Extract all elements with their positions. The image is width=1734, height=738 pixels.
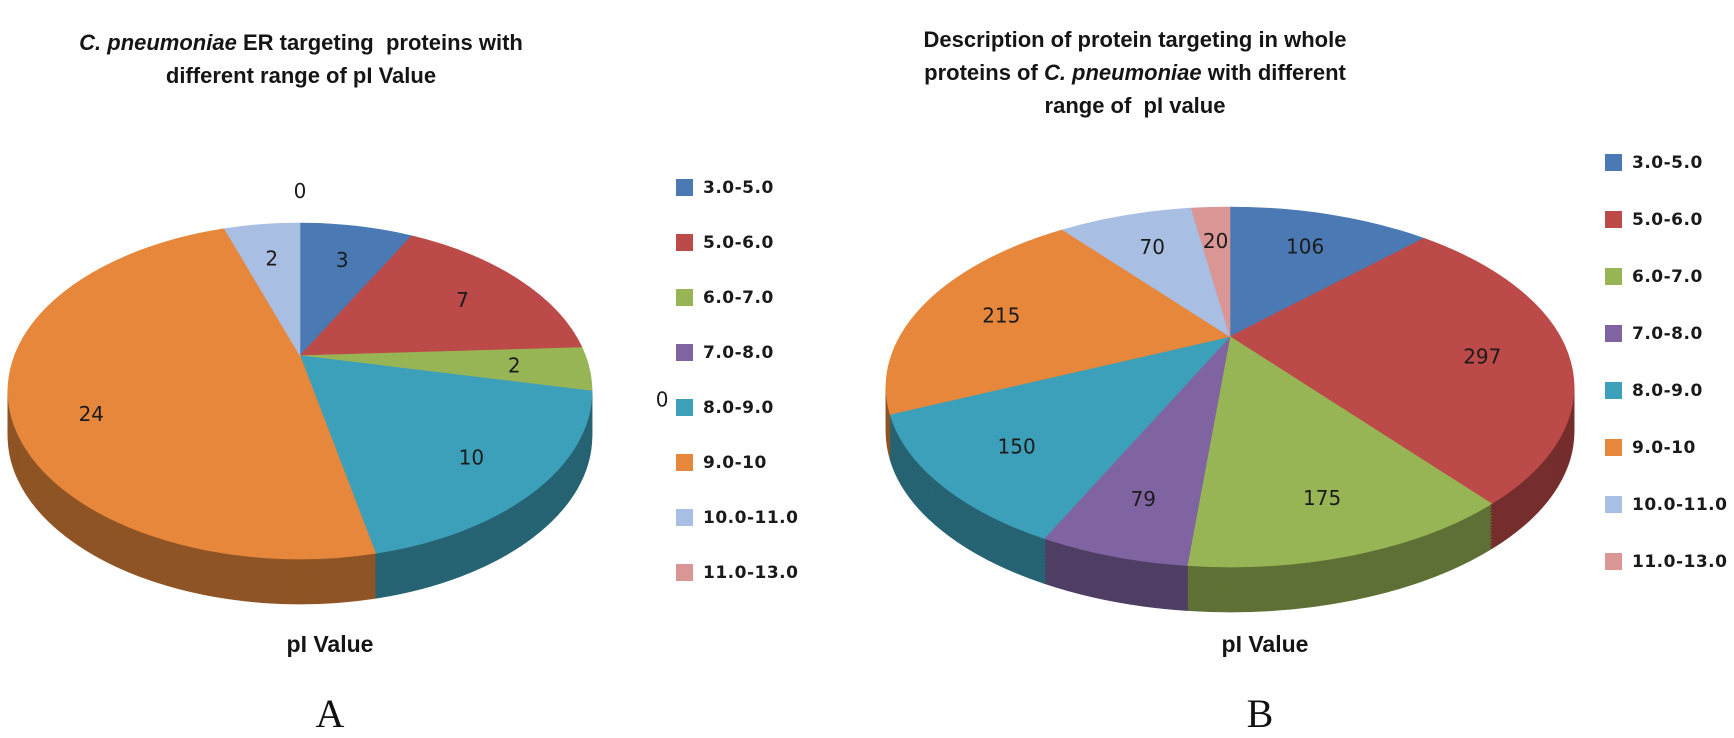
pie-slice-8.0-9.0	[299, 355, 593, 554]
pie-chart-a: 3 7 2 0 10 24 2 0	[7, 179, 669, 605]
legend-swatch-icon	[1605, 439, 1622, 456]
slice-label-8.0-9.0: 150	[998, 435, 1036, 459]
legend-label: 11.0-13.0	[1632, 551, 1728, 572]
legend-item-7.0-8.0: 7.0-8.0	[676, 325, 798, 380]
legend-item-6.0-7.0: 6.0-7.0	[1605, 248, 1727, 305]
pie-slice-9.0-10	[7, 228, 377, 560]
legend-item-8.0-9.0: 8.0-9.0	[676, 380, 798, 435]
axis-label-a: pI Value	[286, 631, 374, 657]
slice-label-7.0-8.0: 79	[1131, 487, 1156, 511]
chart-title-line: proteins of C. pneumoniae with different	[924, 60, 1346, 86]
slice-label-11.0-13.0: 0	[294, 179, 307, 203]
legend-label: 5.0-6.0	[703, 232, 774, 253]
legend-label: 3.0-5.0	[703, 177, 774, 198]
legend-item-9.0-10: 9.0-10	[676, 435, 798, 490]
legend-swatch-icon	[1605, 211, 1622, 228]
chart-title-line: range of pI value	[1044, 93, 1226, 119]
legend-label: 9.0-10	[703, 452, 767, 473]
chart-b-title: Description of protein targeting in whol…	[848, 23, 1422, 122]
pie-slice-3.0-5.0	[299, 222, 413, 357]
legend-item-10.0-11.0: 10.0-11.0	[676, 490, 798, 545]
legend-swatch-icon	[676, 399, 693, 416]
legend-swatch-icon	[1605, 553, 1622, 570]
slice-label-3.0-5.0: 3	[336, 248, 349, 272]
legend-label: 7.0-8.0	[703, 342, 774, 363]
legend-swatch-icon	[676, 454, 693, 471]
slice-label-8.0-9.0: 10	[459, 446, 484, 470]
pie-chart-b: 106 297 175 79 150 215 70 20	[885, 206, 1575, 613]
legend-swatch-icon	[676, 344, 693, 361]
figure-caption-letter-b: B	[1246, 691, 1274, 736]
legend-label: 6.0-7.0	[703, 287, 774, 308]
legend-label: 8.0-9.0	[1632, 380, 1703, 401]
slice-label-9.0-10: 215	[982, 303, 1020, 327]
legend-swatch-icon	[1605, 154, 1622, 171]
legend-item-10.0-11.0: 10.0-11.0	[1605, 476, 1727, 533]
legend-item-3.0-5.0: 3.0-5.0	[1605, 134, 1727, 191]
slice-label-9.0-10: 24	[79, 402, 104, 426]
legend-label: 3.0-5.0	[1632, 152, 1703, 173]
pie-slice-10.0-11.0	[1061, 207, 1231, 338]
slice-label-7.0-8.0: 0	[656, 388, 669, 412]
slice-label-11.0-13.0: 20	[1203, 229, 1228, 253]
legend-item-8.0-9.0: 8.0-9.0	[1605, 362, 1727, 419]
legend-swatch-icon	[676, 179, 693, 196]
legend-label: 10.0-11.0	[703, 507, 799, 528]
legend-label: 8.0-9.0	[703, 397, 774, 418]
pie-slice-7.0-8.0	[1043, 335, 1231, 566]
legend-a: 3.0-5.0 5.0-6.0 6.0-7.0 7.0-8.0 8.0-9.0 9.0-1…	[676, 160, 798, 600]
legend-swatch-icon	[676, 289, 693, 306]
legend-item-5.0-6.0: 5.0-6.0	[1605, 191, 1727, 248]
slice-label-5.0-6.0: 297	[1463, 344, 1501, 368]
legend-item-9.0-10: 9.0-10	[1605, 419, 1727, 476]
legend-label: 9.0-10	[1632, 437, 1696, 458]
pie-slice-6.0-7.0	[1186, 336, 1493, 568]
legend-item-3.0-5.0: 3.0-5.0	[676, 160, 798, 215]
legend-swatch-icon	[676, 509, 693, 526]
legend-label: 7.0-8.0	[1632, 323, 1703, 344]
legend-item-11.0-13.0: 11.0-13.0	[1605, 533, 1727, 590]
figure-caption-letter-a: A	[315, 691, 345, 736]
chart-a-title: C. pneumoniae ER targeting proteins with…	[18, 26, 584, 92]
legend-swatch-icon	[1605, 496, 1622, 513]
legend-swatch-icon	[676, 564, 693, 581]
pie-slice-9.0-10	[885, 229, 1231, 415]
slice-label-10.0-11.0: 70	[1139, 235, 1164, 259]
legend-label: 11.0-13.0	[703, 562, 799, 583]
slice-label-6.0-7.0: 2	[508, 354, 521, 378]
legend-b: 3.0-5.0 5.0-6.0 6.0-7.0 7.0-8.0 8.0-9.0 9.0-1…	[1605, 134, 1727, 590]
slice-label-5.0-6.0: 7	[456, 288, 469, 312]
legend-swatch-icon	[1605, 382, 1622, 399]
pie-slice-5.0-6.0	[299, 235, 583, 357]
legend-label: 10.0-11.0	[1632, 494, 1728, 515]
slice-label-3.0-5.0: 106	[1286, 235, 1324, 259]
legend-item-5.0-6.0: 5.0-6.0	[676, 215, 798, 270]
pie-slice-5.0-6.0	[1229, 237, 1575, 505]
axis-label-b: pI Value	[1221, 631, 1309, 657]
pie-slice-10.0-11.0	[223, 222, 301, 357]
legend-item-11.0-13.0: 11.0-13.0	[676, 545, 798, 600]
legend-swatch-icon	[1605, 268, 1622, 285]
legend-swatch-icon	[676, 234, 693, 251]
legend-swatch-icon	[1605, 325, 1622, 342]
legend-item-6.0-7.0: 6.0-7.0	[676, 270, 798, 325]
legend-item-7.0-8.0: 7.0-8.0	[1605, 305, 1727, 362]
legend-label: 6.0-7.0	[1632, 266, 1703, 287]
chart-title-line: Description of protein targeting in whol…	[923, 27, 1347, 53]
slice-label-10.0-11.0: 2	[265, 247, 278, 271]
chart-title-line: C. pneumoniae ER targeting proteins with	[79, 30, 523, 56]
pie-slice-8.0-9.0	[889, 336, 1231, 539]
chart-title-line: different range of pI Value	[165, 63, 437, 89]
pie-slice-3.0-5.0	[1229, 206, 1425, 338]
legend-label: 5.0-6.0	[1632, 209, 1703, 230]
pie-slice-11.0-13.0	[1190, 206, 1231, 337]
slice-label-6.0-7.0: 175	[1303, 486, 1341, 510]
